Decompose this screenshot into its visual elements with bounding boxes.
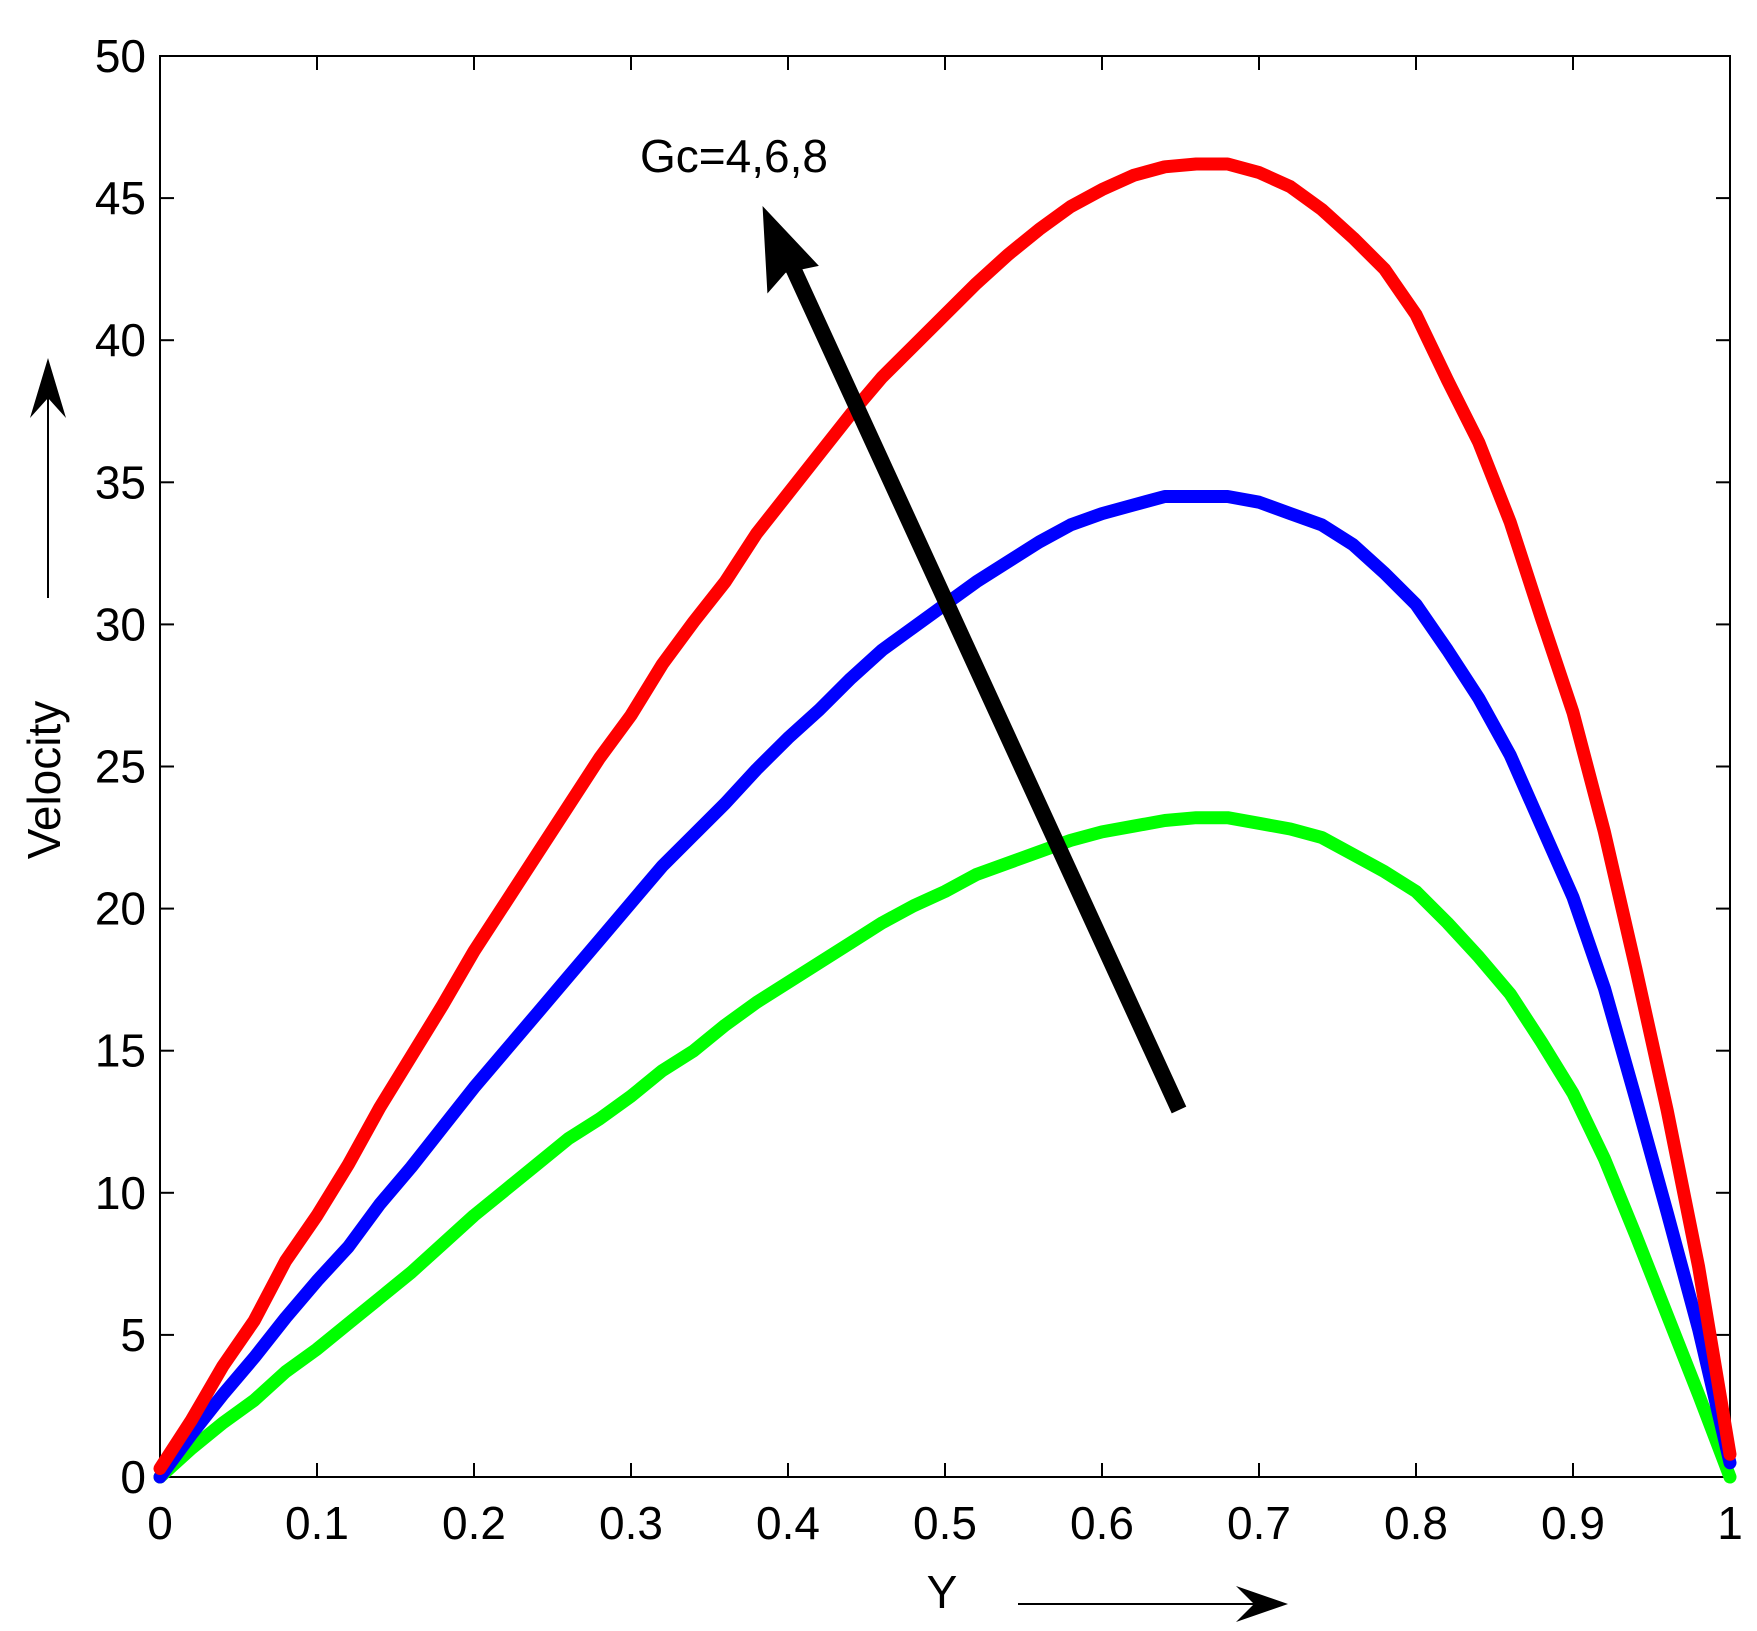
plot-area [159,55,1731,1478]
x-tick-label: 0.3 [599,1497,663,1549]
y-tick-label: 25 [95,741,146,793]
x-axis-label: Y [927,1566,958,1618]
y-tick-label: 10 [95,1167,146,1219]
y-tick-label: 15 [95,1025,146,1077]
y-tick-label: 50 [95,30,146,82]
x-tick-label: 0.2 [442,1497,506,1549]
y-tick-label: 20 [95,883,146,935]
x-tick-label: 0.6 [1070,1497,1134,1549]
y-tick-label: 40 [95,314,146,366]
y-tick-label: 30 [95,598,146,650]
gc-annotation: Gc=4,6,8 [640,130,828,182]
x-tick-label: 0.7 [1227,1497,1291,1549]
x-tick-label: 0.1 [285,1497,349,1549]
x-axis-direction-arrow-icon [1018,1586,1288,1622]
x-tick-label: 0.8 [1384,1497,1448,1549]
y-tick-label: 0 [120,1451,146,1503]
y-tick-label: 35 [95,456,146,508]
axis-ticks: 0 0.1 0.2 0.3 0.4 0.5 0.6 0.7 0.8 0.9 105101520253… [95,30,1743,1549]
y-tick-label: 5 [120,1309,146,1361]
y-axis-label: Velocity [18,701,70,860]
gc-trend-arrow-icon [762,205,1187,1114]
x-tick-label: 1 [1717,1497,1743,1549]
x-tick-label: 0.4 [756,1497,820,1549]
y-axis-direction-arrow-icon [30,358,66,598]
series-line-1 [153,811,1737,1484]
x-tick-label: 0.5 [913,1497,977,1549]
y-tick-label: 45 [95,172,146,224]
x-tick-label: 0.9 [1541,1497,1605,1549]
series-line-3 [153,157,1737,1475]
x-tick-label: 0 [147,1497,173,1549]
